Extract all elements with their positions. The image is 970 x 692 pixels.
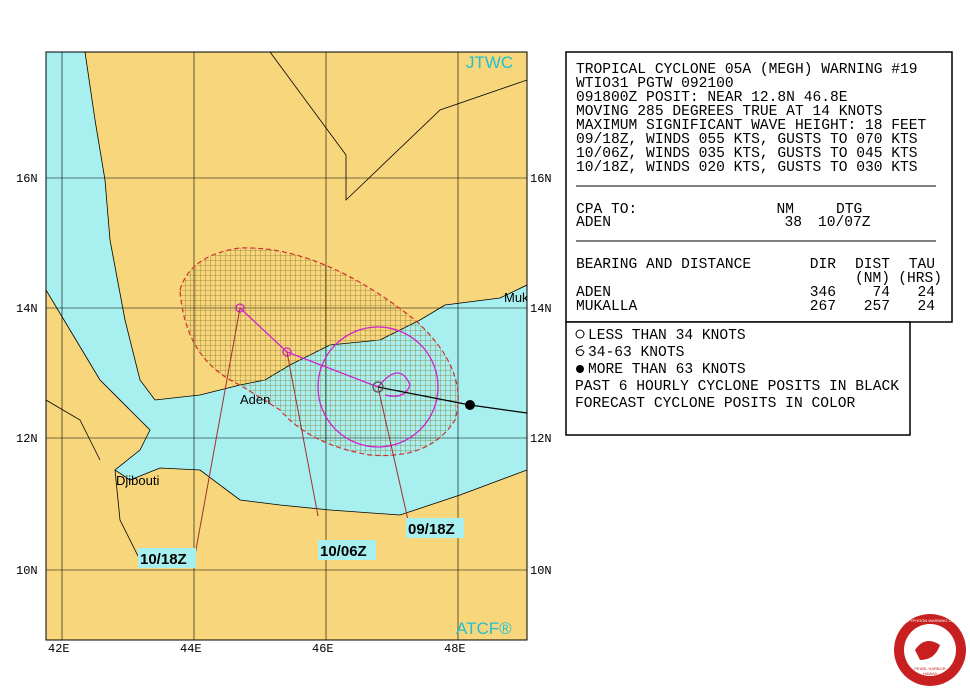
lon-labels: 42E 44E 46E 48E (48, 642, 466, 656)
legend-item: PAST 6 HOURLY CYCLONE POSITS IN BLACK (575, 379, 899, 395)
place-label: Aden (240, 392, 270, 407)
current-position (372, 381, 384, 393)
warning-box (565, 51, 953, 323)
bearing-cell: 74 (872, 285, 890, 301)
logo-text: JOINT TYPHOON WARNING CENTER (895, 618, 965, 623)
cpa-cell: 10/07Z (818, 215, 871, 231)
map-frame (45, 51, 528, 641)
logo-text: PEARL HARBOR (914, 666, 945, 671)
warning-line: 10/18Z, WINDS 020 KTS, GUSTS TO 030 KTS (576, 160, 918, 176)
forecast-position (282, 347, 292, 357)
bearing-cell: 257 (864, 299, 890, 315)
lat-label: 10N (530, 564, 552, 578)
legend-item: FORECAST CYCLONE POSITS IN COLOR (575, 396, 855, 412)
label-box (138, 548, 196, 568)
legend-item: MORE THAN 63 KNOTS (588, 362, 746, 378)
map: 10/18Z 10/06Z 09/18Z Aden Djibouti Muk J… (46, 52, 529, 640)
lat-label: 16N (530, 172, 552, 186)
lat-label: 14N (530, 302, 552, 316)
bearing-cell: MUKALLA (576, 299, 638, 315)
forecast-label: 09/18Z (408, 521, 455, 538)
legend-box (565, 321, 911, 436)
wind-radius (377, 372, 411, 397)
warning-line: TROPICAL CYCLONE 05A (MEGH) WARNING #19 (576, 62, 918, 78)
lat-labels: 16N 14N 12N 10N 16N 14N 12N 10N (16, 172, 552, 578)
bearing-subheader: (HRS) (898, 271, 942, 287)
bearing-header: DIR (810, 257, 837, 273)
label-box (318, 540, 376, 560)
warning-line: 091800Z POSIT: NEAR 12.8N 46.8E (576, 90, 848, 106)
lat-label: 16N (16, 172, 38, 186)
agency-label: JTWC (466, 53, 513, 72)
logo: JOINT TYPHOON WARNING CENTER PEARL HARBO… (894, 614, 966, 686)
bearing-cell: 24 (917, 285, 935, 301)
cpa-header: CPA TO: (576, 202, 637, 218)
legend-icon (576, 365, 584, 373)
cpa-cell: ADEN (576, 215, 611, 231)
cpa-cell: 38 (784, 215, 802, 231)
forecast-label: 10/06Z (320, 543, 367, 560)
warning-text: TROPICAL CYCLONE 05A (MEGH) WARNING #19W… (576, 62, 927, 176)
warning-line: 09/18Z, WINDS 055 KTS, GUSTS TO 070 KTS (576, 132, 918, 148)
bearing-cell: ADEN (576, 285, 611, 301)
bearing-cell: 267 (810, 299, 836, 315)
warning-line: MOVING 285 DEGREES TRUE AT 14 KNOTS (576, 104, 883, 120)
bearing-header: BEARING AND DISTANCE (576, 257, 751, 273)
footer-label: ATCF® (456, 619, 512, 638)
bearing-cell: 346 (810, 285, 836, 301)
place-label: Djibouti (116, 473, 159, 488)
lon-label: 48E (444, 642, 466, 656)
lon-label: 42E (48, 642, 70, 656)
danger-area (179, 247, 459, 457)
logo-mark (915, 641, 940, 660)
legend-item: 34-63 KNOTS (588, 345, 685, 361)
cpa-header: DTG (836, 202, 862, 218)
legend-icon (575, 329, 585, 339)
bearing-subheader: (NM) (855, 271, 890, 287)
legend-icon (575, 345, 585, 357)
label-box (406, 518, 464, 538)
cpa-header: NM (776, 202, 794, 218)
forecast-label: 10/18Z (140, 551, 187, 568)
bearing-cell: 24 (917, 299, 935, 315)
border (46, 52, 527, 561)
lon-label: 46E (312, 642, 334, 656)
lat-label: 14N (16, 302, 38, 316)
forecast-position (235, 303, 245, 313)
warning-line: WTIO31 PGTW 092100 (576, 76, 734, 92)
legend-item: LESS THAN 34 KNOTS (588, 328, 746, 344)
past-position (465, 400, 475, 410)
bearing-header: TAU (909, 257, 935, 273)
place-label: Muk (504, 290, 529, 305)
bearing-rows: ADEN 346 74 24 MUKALLA 267 257 24 (576, 285, 935, 315)
lat-label: 10N (16, 564, 38, 578)
lon-label: 44E (180, 642, 202, 656)
logo-text: HAWAII (923, 671, 937, 676)
warning-line: MAXIMUM SIGNIFICANT WAVE HEIGHT: 18 FEET (576, 118, 927, 134)
lat-label: 12N (16, 432, 38, 446)
wind-radius (317, 326, 439, 448)
lat-label: 12N (530, 432, 552, 446)
warning-line: 10/06Z, WINDS 035 KTS, GUSTS TO 045 KTS (576, 146, 918, 162)
label-leaders (192, 307, 409, 567)
bearing-header: DIST (855, 257, 890, 273)
